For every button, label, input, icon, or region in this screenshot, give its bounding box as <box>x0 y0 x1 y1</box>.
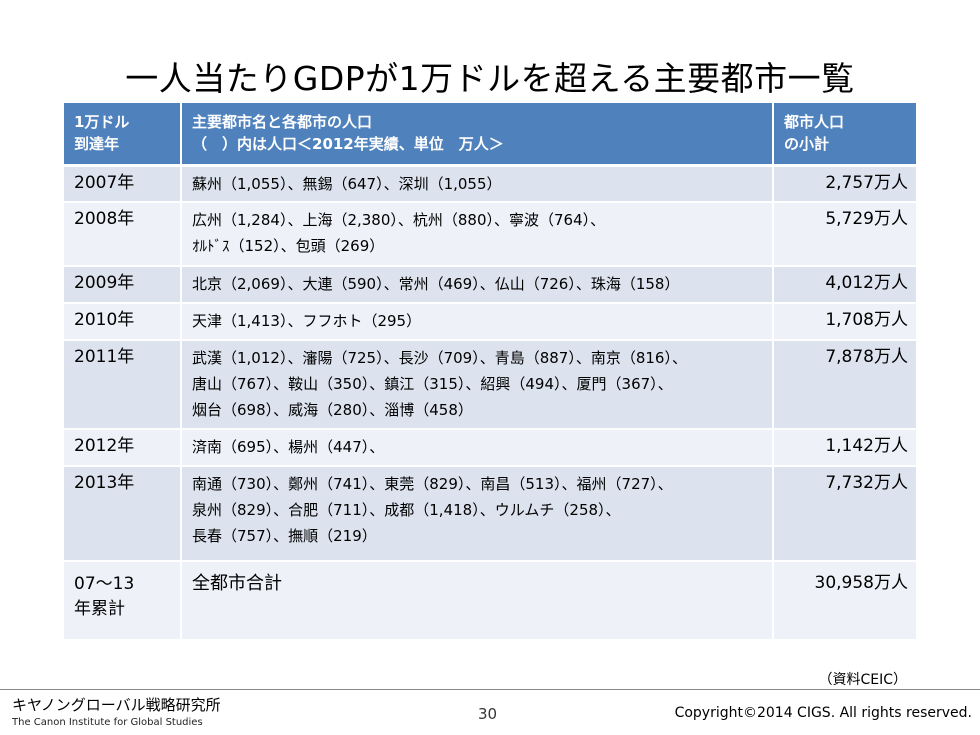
footer-divider <box>0 689 980 690</box>
cities-table: 1万ドル 到達年 主要都市名と各都市の人口 （ ）内は人口＜2012年実績、単位… <box>64 103 916 639</box>
row-cities-line: 唐山（767）、鞍山（350）、鎮江（315）、紹興（494）、厦門（367）、 <box>192 375 673 393</box>
row-cities: 天津（1,413）、フフホト（295） <box>182 302 774 339</box>
row-year: 2010年 <box>64 302 182 339</box>
header-total-line2: の小計 <box>784 135 830 153</box>
header-year: 1万ドル 到達年 <box>64 103 182 164</box>
row-year: 07～13 年累計 <box>64 560 182 639</box>
table-row: 2007年 蘇州（1,055）、無錫（647）、深圳（1,055） 2,757万… <box>64 164 916 201</box>
row-cities-line: 天津（1,413）、フフホト（295） <box>192 312 422 330</box>
org-name-en: The Canon Institute for Global Studies <box>12 717 203 728</box>
row-cities-line: ｵﾙﾄﾞｽ（152）、包頭（269） <box>192 237 385 255</box>
row-cities: 広州（1,284）、上海（2,380）、杭州（880）、寧波（764）、 ｵﾙﾄ… <box>182 201 774 265</box>
header-total: 都市人口 の小計 <box>774 103 916 164</box>
row-year: 2009年 <box>64 265 182 302</box>
row-cities: 蘇州（1,055）、無錫（647）、深圳（1,055） <box>182 164 774 201</box>
row-summary: 全都市合計 <box>182 560 774 639</box>
row-total: 7,878万人 <box>774 339 916 428</box>
page-title: 一人当たりGDPが1万ドルを超える主要都市一覧 <box>125 59 855 98</box>
row-cities-line: 北京（2,069）、大連（590）、常州（469）、仏山（726）、珠海（158… <box>192 275 680 293</box>
row-cities-line: 済南（695）、楊州（447）、 <box>192 438 385 456</box>
source-note: （資料CEIC） <box>818 672 907 688</box>
header-cities: 主要都市名と各都市の人口 （ ）内は人口＜2012年実績、単位 万人＞ <box>182 103 774 164</box>
row-cities: 済南（695）、楊州（447）、 <box>182 428 774 465</box>
table-row: 2008年 広州（1,284）、上海（2,380）、杭州（880）、寧波（764… <box>64 201 916 265</box>
row-year: 2011年 <box>64 339 182 428</box>
header-year-line2: 到達年 <box>74 135 120 153</box>
row-cities-line: 烟台（698）、威海（280）、淄博（458） <box>192 401 473 419</box>
row-total: 2,757万人 <box>774 164 916 201</box>
row-total: 7,732万人 <box>774 465 916 560</box>
header-total-line1: 都市人口 <box>784 113 845 131</box>
copyright: Copyright©2014 CIGS. All rights reserved… <box>674 705 972 721</box>
row-year-line1: 07～13 <box>74 574 135 594</box>
row-total: 1,142万人 <box>774 428 916 465</box>
table-row: 2013年 南通（730）、鄭州（741）、東莞（829）、南昌（513）、福州… <box>64 465 916 560</box>
row-year: 2007年 <box>64 164 182 201</box>
table-row-summary: 07～13 年累計 全都市合計 30,958万人 <box>64 560 916 639</box>
row-cities-line: 泉州（829）、合肥（711）、成都（1,418）、ウルムチ（258）、 <box>192 501 621 519</box>
row-total: 1,708万人 <box>774 302 916 339</box>
page-number: 30 <box>478 705 498 723</box>
row-year: 2013年 <box>64 465 182 560</box>
row-total: 4,012万人 <box>774 265 916 302</box>
table-row: 2009年 北京（2,069）、大連（590）、常州（469）、仏山（726）、… <box>64 265 916 302</box>
header-cities-line2: （ ）内は人口＜2012年実績、単位 万人＞ <box>192 135 504 153</box>
row-cities: 北京（2,069）、大連（590）、常州（469）、仏山（726）、珠海（158… <box>182 265 774 302</box>
row-year: 2012年 <box>64 428 182 465</box>
table-row: 2010年 天津（1,413）、フフホト（295） 1,708万人 <box>64 302 916 339</box>
row-cities: 武漢（1,012）、瀋陽（725）、長沙（709）、青島（887）、南京（816… <box>182 339 774 428</box>
org-name-ja: キヤノングローバル戦略研究所 <box>12 696 221 714</box>
row-cities-line: 広州（1,284）、上海（2,380）、杭州（880）、寧波（764）、 <box>192 211 606 229</box>
row-year: 2008年 <box>64 201 182 265</box>
header-year-line1: 1万ドル <box>74 113 130 131</box>
row-cities-line: 南通（730）、鄭州（741）、東莞（829）、南昌（513）、福州（727）、 <box>192 475 673 493</box>
table-row: 2011年 武漢（1,012）、瀋陽（725）、長沙（709）、青島（887）、… <box>64 339 916 428</box>
row-cities-line: 蘇州（1,055）、無錫（647）、深圳（1,055） <box>192 175 502 193</box>
table-header-row: 1万ドル 到達年 主要都市名と各都市の人口 （ ）内は人口＜2012年実績、単位… <box>64 103 916 164</box>
row-year-line2: 年累計 <box>74 599 125 619</box>
row-total: 5,729万人 <box>774 201 916 265</box>
row-cities-line: 長春（757）、撫順（219） <box>192 527 377 545</box>
row-cities-line: 武漢（1,012）、瀋陽（725）、長沙（709）、青島（887）、南京（816… <box>192 349 687 367</box>
row-cities: 南通（730）、鄭州（741）、東莞（829）、南昌（513）、福州（727）、… <box>182 465 774 560</box>
row-total: 30,958万人 <box>774 560 916 639</box>
table-row: 2012年 済南（695）、楊州（447）、 1,142万人 <box>64 428 916 465</box>
header-cities-line1: 主要都市名と各都市の人口 <box>192 113 373 131</box>
